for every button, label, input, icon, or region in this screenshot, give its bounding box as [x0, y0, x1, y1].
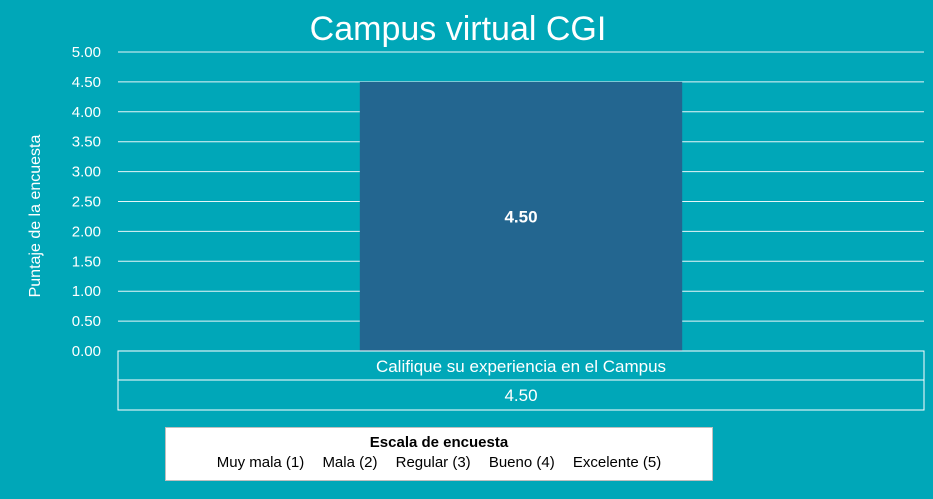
legend-items: Muy mala (1) Mala (2) Regular (3) Bueno … [166, 453, 712, 473]
legend-item: Mala (2) [322, 454, 378, 471]
y-tick-label: 1.00 [72, 283, 101, 300]
y-tick-label: 1.50 [72, 253, 101, 270]
legend-item: Bueno (4) [488, 454, 555, 471]
bar-value-label: 4.50 [504, 207, 537, 226]
y-axis-label: Puntaje de la encuesta [27, 135, 44, 298]
data-table-value-cell [117, 379, 925, 411]
y-tick-label: 4.50 [72, 74, 101, 91]
y-tick-label: 2.00 [72, 223, 101, 240]
legend-item: Muy mala (1) [216, 454, 305, 471]
y-tick-label: 0.50 [72, 313, 101, 330]
data-table-category-label: Califique su experiencia en el Campus [376, 357, 666, 376]
y-tick-label: 4.00 [72, 104, 101, 121]
legend-title: Escala de encuesta [369, 434, 509, 451]
data-table-value-label: 4.50 [504, 386, 537, 405]
y-tick-label: 2.50 [72, 194, 101, 211]
y-tick-label: 0.00 [72, 343, 101, 360]
legend: Escala de encuesta Muy mala (1) Mala (2)… [165, 427, 713, 481]
y-tick-label: 3.00 [72, 164, 101, 181]
bars: 4.50 [359, 81, 683, 352]
y-axis-ticks: 0.00 0.50 1.00 1.50 2.00 2.50 3.00 3.50 4.00 4.50… [72, 44, 101, 360]
y-tick-label: 5.00 [72, 44, 101, 61]
legend-item: Excelente (5) [572, 454, 662, 471]
legend-item: Regular (3) [395, 454, 471, 471]
y-tick-label: 3.50 [72, 134, 101, 151]
data-table: Califique su experiencia en el Campus 4.… [117, 350, 925, 411]
chart-title: Campus virtual CGI [310, 10, 607, 48]
bar [359, 81, 683, 352]
